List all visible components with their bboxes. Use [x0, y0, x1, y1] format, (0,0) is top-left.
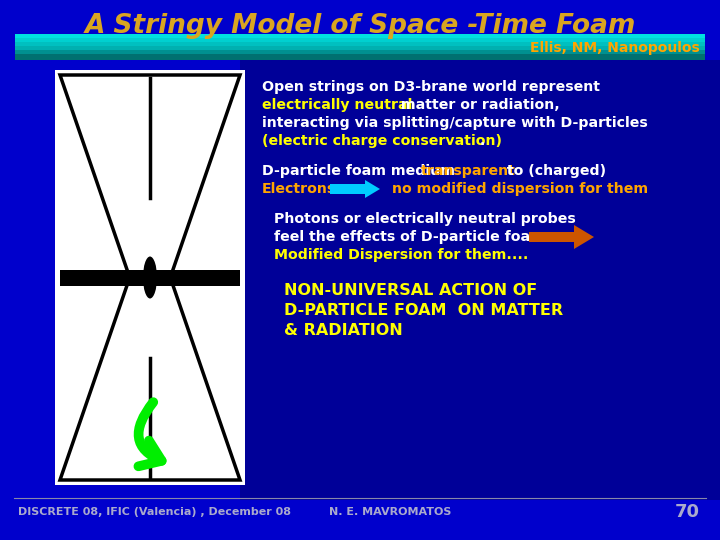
- Text: N. E. MAVROMATOS: N. E. MAVROMATOS: [329, 507, 451, 517]
- Bar: [15, 46, 705, 52]
- Bar: [15, 54, 705, 60]
- Text: matter or radiation,: matter or radiation,: [396, 98, 559, 112]
- Text: Open strings on D3-brane world represent: Open strings on D3-brane world represent: [262, 80, 600, 94]
- Polygon shape: [574, 225, 594, 249]
- Text: feel the effects of D-particle foam: feel the effects of D-particle foam: [274, 230, 545, 244]
- Text: .: .: [475, 134, 485, 148]
- FancyArrowPatch shape: [138, 402, 162, 467]
- Text: Electrons: Electrons: [262, 182, 336, 196]
- Ellipse shape: [143, 256, 157, 299]
- Bar: [15, 42, 705, 48]
- Text: Photons or electrically neutral probes: Photons or electrically neutral probes: [274, 212, 576, 226]
- Text: interacting via splitting/capture with D-particles: interacting via splitting/capture with D…: [262, 116, 648, 130]
- Bar: [55, 70, 245, 485]
- Polygon shape: [365, 180, 380, 198]
- Bar: [529, 232, 574, 242]
- Text: Ellis, NM, Nanopoulos: Ellis, NM, Nanopoulos: [530, 41, 700, 55]
- Text: electrically neutral: electrically neutral: [262, 98, 413, 112]
- Bar: [15, 50, 705, 56]
- Text: D-PARTICLE FOAM  ON MATTER: D-PARTICLE FOAM ON MATTER: [284, 303, 563, 318]
- Text: 70: 70: [675, 503, 700, 521]
- Text: A Stringy Model of Space -Time Foam: A Stringy Model of Space -Time Foam: [84, 13, 636, 39]
- Text: (electric charge conservation): (electric charge conservation): [262, 134, 502, 148]
- Polygon shape: [60, 75, 240, 273]
- Bar: [60, 269, 240, 286]
- Text: to (charged): to (charged): [502, 164, 606, 178]
- Text: no modified dispersion for them: no modified dispersion for them: [392, 182, 648, 196]
- Text: D-particle foam medium: D-particle foam medium: [262, 164, 460, 178]
- Bar: [330, 184, 365, 194]
- Text: & RADIATION: & RADIATION: [284, 323, 402, 338]
- Polygon shape: [60, 282, 240, 480]
- Text: DISCRETE 08, IFIC (Valencia) , December 08: DISCRETE 08, IFIC (Valencia) , December …: [18, 507, 291, 517]
- Text: transparent: transparent: [421, 164, 516, 178]
- Bar: [240, 60, 720, 500]
- Bar: [15, 38, 705, 44]
- Text: Modified Dispersion for them....: Modified Dispersion for them....: [274, 248, 528, 262]
- Bar: [15, 34, 705, 40]
- Text: NON-UNIVERSAL ACTION OF: NON-UNIVERSAL ACTION OF: [284, 283, 537, 298]
